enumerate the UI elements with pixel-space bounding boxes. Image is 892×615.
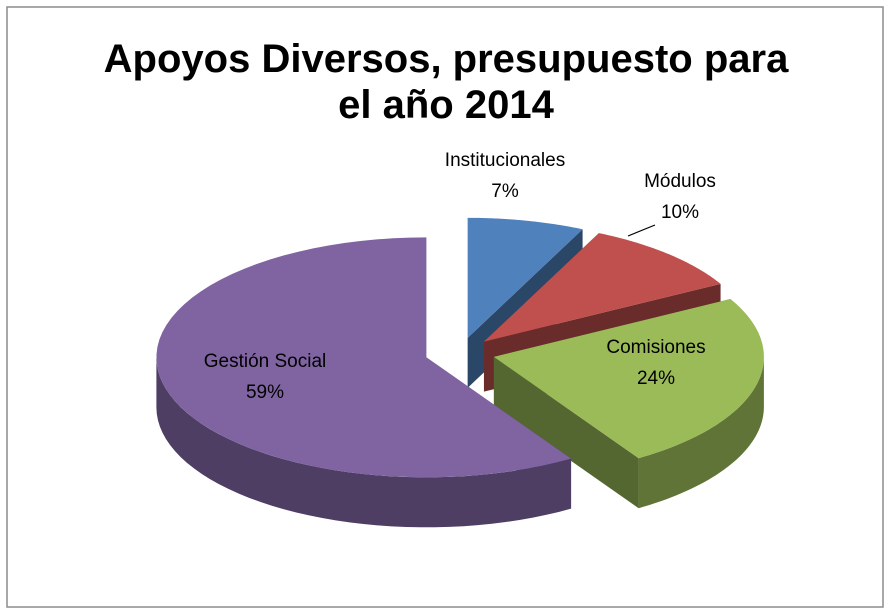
slice-side (638, 356, 764, 509)
leader-line (627, 224, 656, 237)
data-label: Módulos 10% (644, 171, 716, 223)
slice (156, 237, 572, 478)
category-label: Comisiones (606, 337, 705, 358)
data-label: Institucionales 7% (445, 150, 565, 202)
slice (467, 217, 583, 338)
value-label: 24% (637, 368, 675, 389)
chart-title: Apoyos Diversos, presupuesto para el año… (103, 37, 789, 127)
slice (483, 233, 721, 342)
slice-wall (493, 356, 639, 509)
category-label: Institucionales (445, 150, 565, 171)
slice-side (156, 357, 572, 528)
value-label: 59% (246, 382, 284, 403)
category-label: Módulos (644, 171, 716, 192)
data-label: Gestión Social 59% (204, 351, 327, 403)
data-label: Comisiones 24% (606, 337, 705, 389)
value-label: 10% (661, 202, 699, 223)
slice (493, 299, 764, 509)
value-label: 7% (491, 181, 519, 202)
slice (156, 237, 572, 528)
category-label: Gestión Social (204, 351, 327, 372)
slice (493, 299, 764, 459)
